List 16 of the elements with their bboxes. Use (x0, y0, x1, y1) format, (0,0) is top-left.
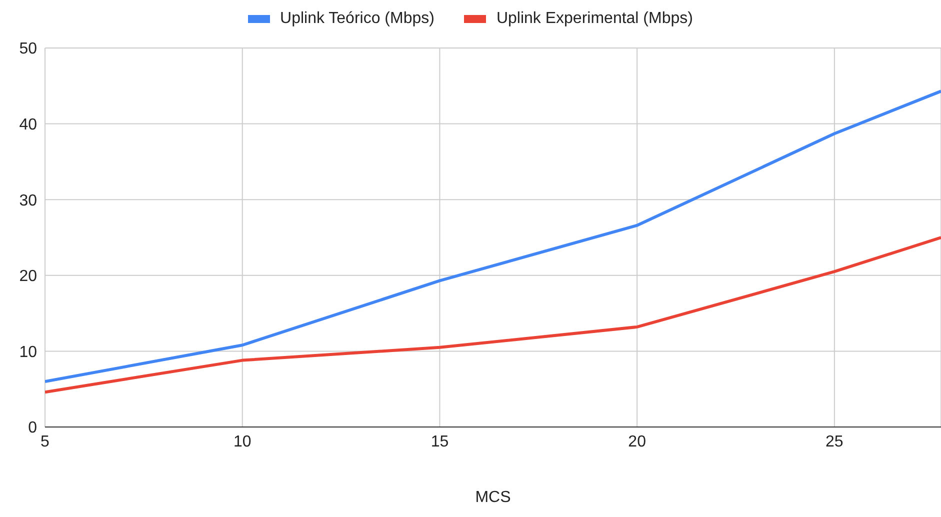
y-tick-label: 20 (19, 268, 38, 286)
x-tick-label: 25 (826, 433, 844, 450)
x-tick-label: 5 (40, 433, 50, 450)
y-tick-label: 30 (19, 192, 38, 210)
y-tick-label: 40 (19, 116, 38, 134)
legend-label: Uplink Teórico (Mbps) (279, 10, 434, 28)
y-tick-label: 50 (19, 40, 38, 58)
y-tick-label: 0 (28, 420, 38, 437)
line-series (45, 236, 941, 394)
y-tick-label: 10 (19, 344, 38, 361)
x-axis-title: MCS (475, 489, 511, 506)
legend-label: Uplink Experimental (Mbps) (495, 10, 693, 28)
x-tick-label: 20 (628, 433, 646, 450)
line-series (45, 90, 941, 384)
x-tick-label: 15 (430, 433, 449, 450)
x-tick-label: 10 (233, 433, 252, 450)
